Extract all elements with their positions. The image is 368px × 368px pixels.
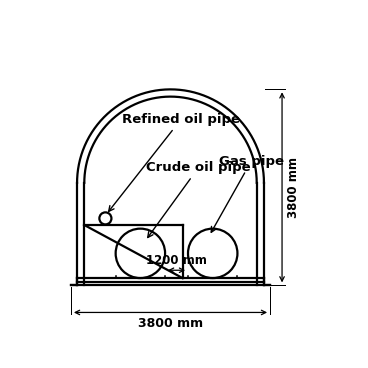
Text: Refined oil pipe: Refined oil pipe	[109, 113, 240, 211]
Text: 3800 mm: 3800 mm	[287, 157, 300, 218]
Text: Gas pipe: Gas pipe	[211, 155, 284, 232]
Text: Crude oil pipe: Crude oil pipe	[146, 161, 251, 237]
Text: 1200 mm: 1200 mm	[146, 254, 207, 267]
Text: 3800 mm: 3800 mm	[138, 317, 203, 330]
